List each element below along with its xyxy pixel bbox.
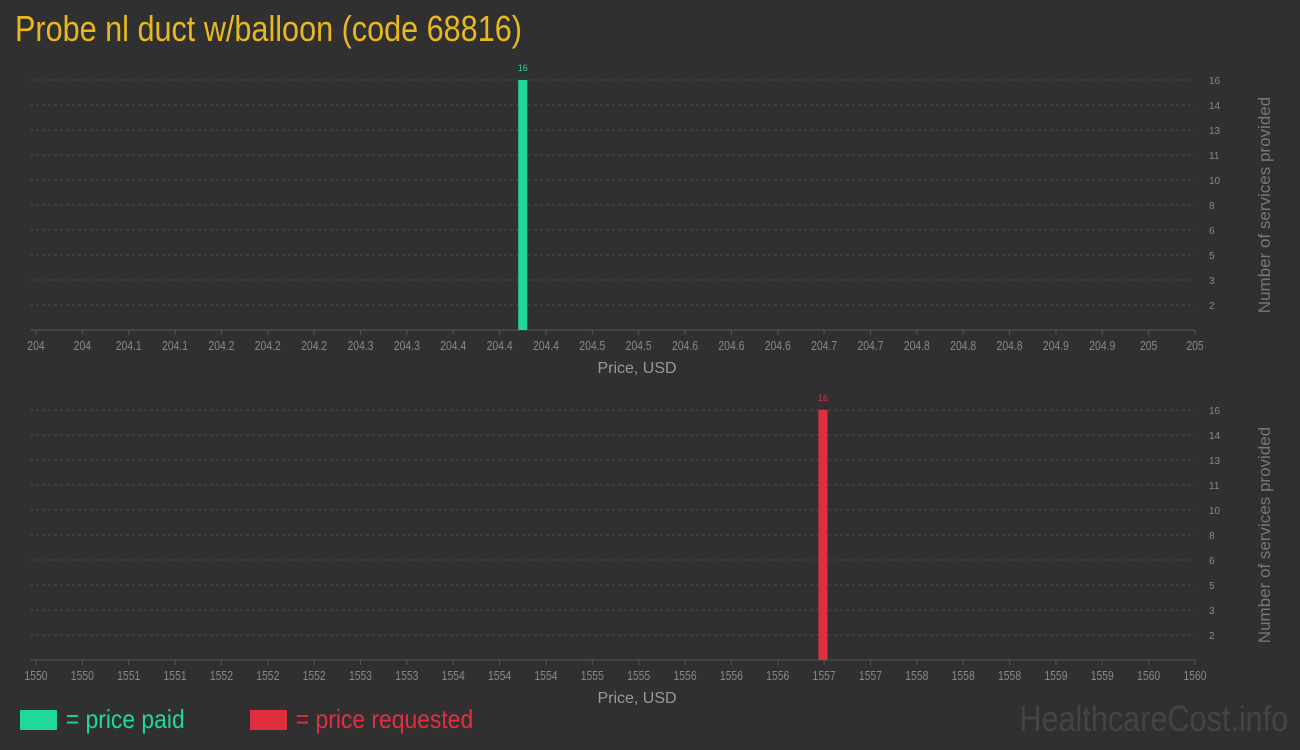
x-tick-label: 204.2	[301, 339, 327, 353]
x-tick-label: 1551	[117, 669, 140, 683]
y-tick-label: 3	[1209, 606, 1215, 617]
y-axis-label: Number of services provided	[1255, 97, 1274, 313]
x-tick-label: 1556	[673, 669, 697, 683]
y-tick-label: 6	[1209, 556, 1215, 567]
x-tick-label: 1552	[210, 669, 233, 683]
x-tick-label: 1553	[395, 669, 419, 683]
y-tick-label: 16	[1209, 76, 1221, 87]
x-tick-label: 1559	[1091, 669, 1114, 683]
x-tick-label: 204.8	[997, 339, 1023, 353]
x-tick-label: 1557	[859, 669, 882, 683]
y-tick-label: 13	[1209, 456, 1221, 467]
x-tick-label: 1560	[1183, 669, 1207, 683]
x-tick-label: 204.8	[950, 339, 976, 353]
x-tick-label: 1558	[952, 669, 976, 683]
y-tick-label: 14	[1209, 431, 1221, 442]
y-tick-label: 5	[1209, 251, 1215, 262]
x-tick-label: 204.2	[255, 339, 281, 353]
x-tick-label: 205	[1186, 339, 1204, 353]
y-tick-label: 11	[1209, 151, 1220, 162]
x-tick-label: 204.6	[765, 339, 791, 353]
x-tick-label: 204	[74, 339, 92, 353]
x-tick-label: 1554	[534, 669, 558, 683]
legend-paid: = price paid	[20, 704, 185, 735]
y-tick-label: 2	[1209, 631, 1215, 642]
x-tick-label: 1556	[720, 669, 744, 683]
x-tick-label: 204.2	[208, 339, 234, 353]
x-tick-label: 205	[1140, 339, 1158, 353]
x-tick-label: 204.7	[811, 339, 837, 353]
y-tick-label: 10	[1209, 176, 1221, 187]
x-tick-label: 204.9	[1043, 339, 1069, 353]
x-tick-label: 204.3	[348, 339, 374, 353]
x-tick-label: 204.4	[487, 339, 513, 353]
watermark: HealthcareCost.info	[1019, 698, 1288, 739]
legend-swatch-paid	[20, 709, 57, 730]
x-tick-label: 1554	[442, 669, 466, 683]
x-axis-label: Price, USD	[597, 690, 676, 707]
legend-swatch-requested	[250, 709, 287, 730]
legend-label-requested: = price requested	[295, 704, 474, 734]
x-tick-label: 204.5	[626, 339, 652, 353]
x-tick-label: 204.1	[116, 339, 142, 353]
y-tick-label: 8	[1209, 201, 1215, 212]
x-tick-label: 1556	[766, 669, 790, 683]
bar-data-label: 16	[518, 63, 528, 73]
x-tick-label: 1551	[164, 669, 187, 683]
y-tick-label: 6	[1209, 226, 1215, 237]
x-tick-label: 1558	[998, 669, 1022, 683]
x-tick-label: 1558	[905, 669, 929, 683]
x-tick-label: 1560	[1137, 669, 1161, 683]
y-tick-label: 5	[1209, 581, 1215, 592]
bar	[818, 410, 828, 660]
y-axis-label: Number of services provided	[1255, 427, 1274, 643]
x-tick-label: 204.8	[904, 339, 930, 353]
x-tick-label: 204.4	[440, 339, 466, 353]
x-tick-label: 204.4	[533, 339, 559, 353]
legend-requested: = price requested	[250, 704, 473, 735]
x-tick-label: 1552	[256, 669, 279, 683]
x-tick-label: 1557	[813, 669, 836, 683]
y-tick-label: 14	[1209, 101, 1221, 112]
x-tick-label: 1559	[1044, 669, 1067, 683]
bar	[518, 80, 528, 330]
x-axis-label: Price, USD	[597, 360, 676, 377]
x-tick-label: 204.9	[1089, 339, 1115, 353]
y-tick-label: 11	[1209, 481, 1220, 492]
y-tick-label: 16	[1209, 406, 1221, 417]
x-tick-label: 204.3	[394, 339, 420, 353]
x-tick-label: 204	[27, 339, 45, 353]
x-tick-label: 1553	[349, 669, 373, 683]
y-tick-label: 10	[1209, 506, 1221, 517]
y-tick-label: 8	[1209, 531, 1215, 542]
x-tick-label: 204.1	[162, 339, 188, 353]
y-tick-label: 3	[1209, 276, 1215, 287]
x-tick-label: 204.7	[857, 339, 883, 353]
page-title: Probe nl duct w/balloon (code 68816)	[15, 8, 522, 49]
x-tick-label: 204.6	[672, 339, 698, 353]
x-tick-label: 1550	[24, 669, 48, 683]
x-tick-label: 204.5	[579, 339, 605, 353]
x-tick-label: 1554	[488, 669, 512, 683]
y-tick-label: 2	[1209, 301, 1215, 312]
y-tick-label: 13	[1209, 126, 1221, 137]
x-tick-label: 1555	[581, 669, 605, 683]
bar-data-label: 16	[818, 393, 828, 403]
x-tick-label: 1550	[71, 669, 95, 683]
x-tick-label: 1555	[627, 669, 651, 683]
x-tick-label: 204.6	[718, 339, 744, 353]
x-tick-label: 1552	[303, 669, 326, 683]
legend-label-paid: = price paid	[65, 704, 185, 734]
